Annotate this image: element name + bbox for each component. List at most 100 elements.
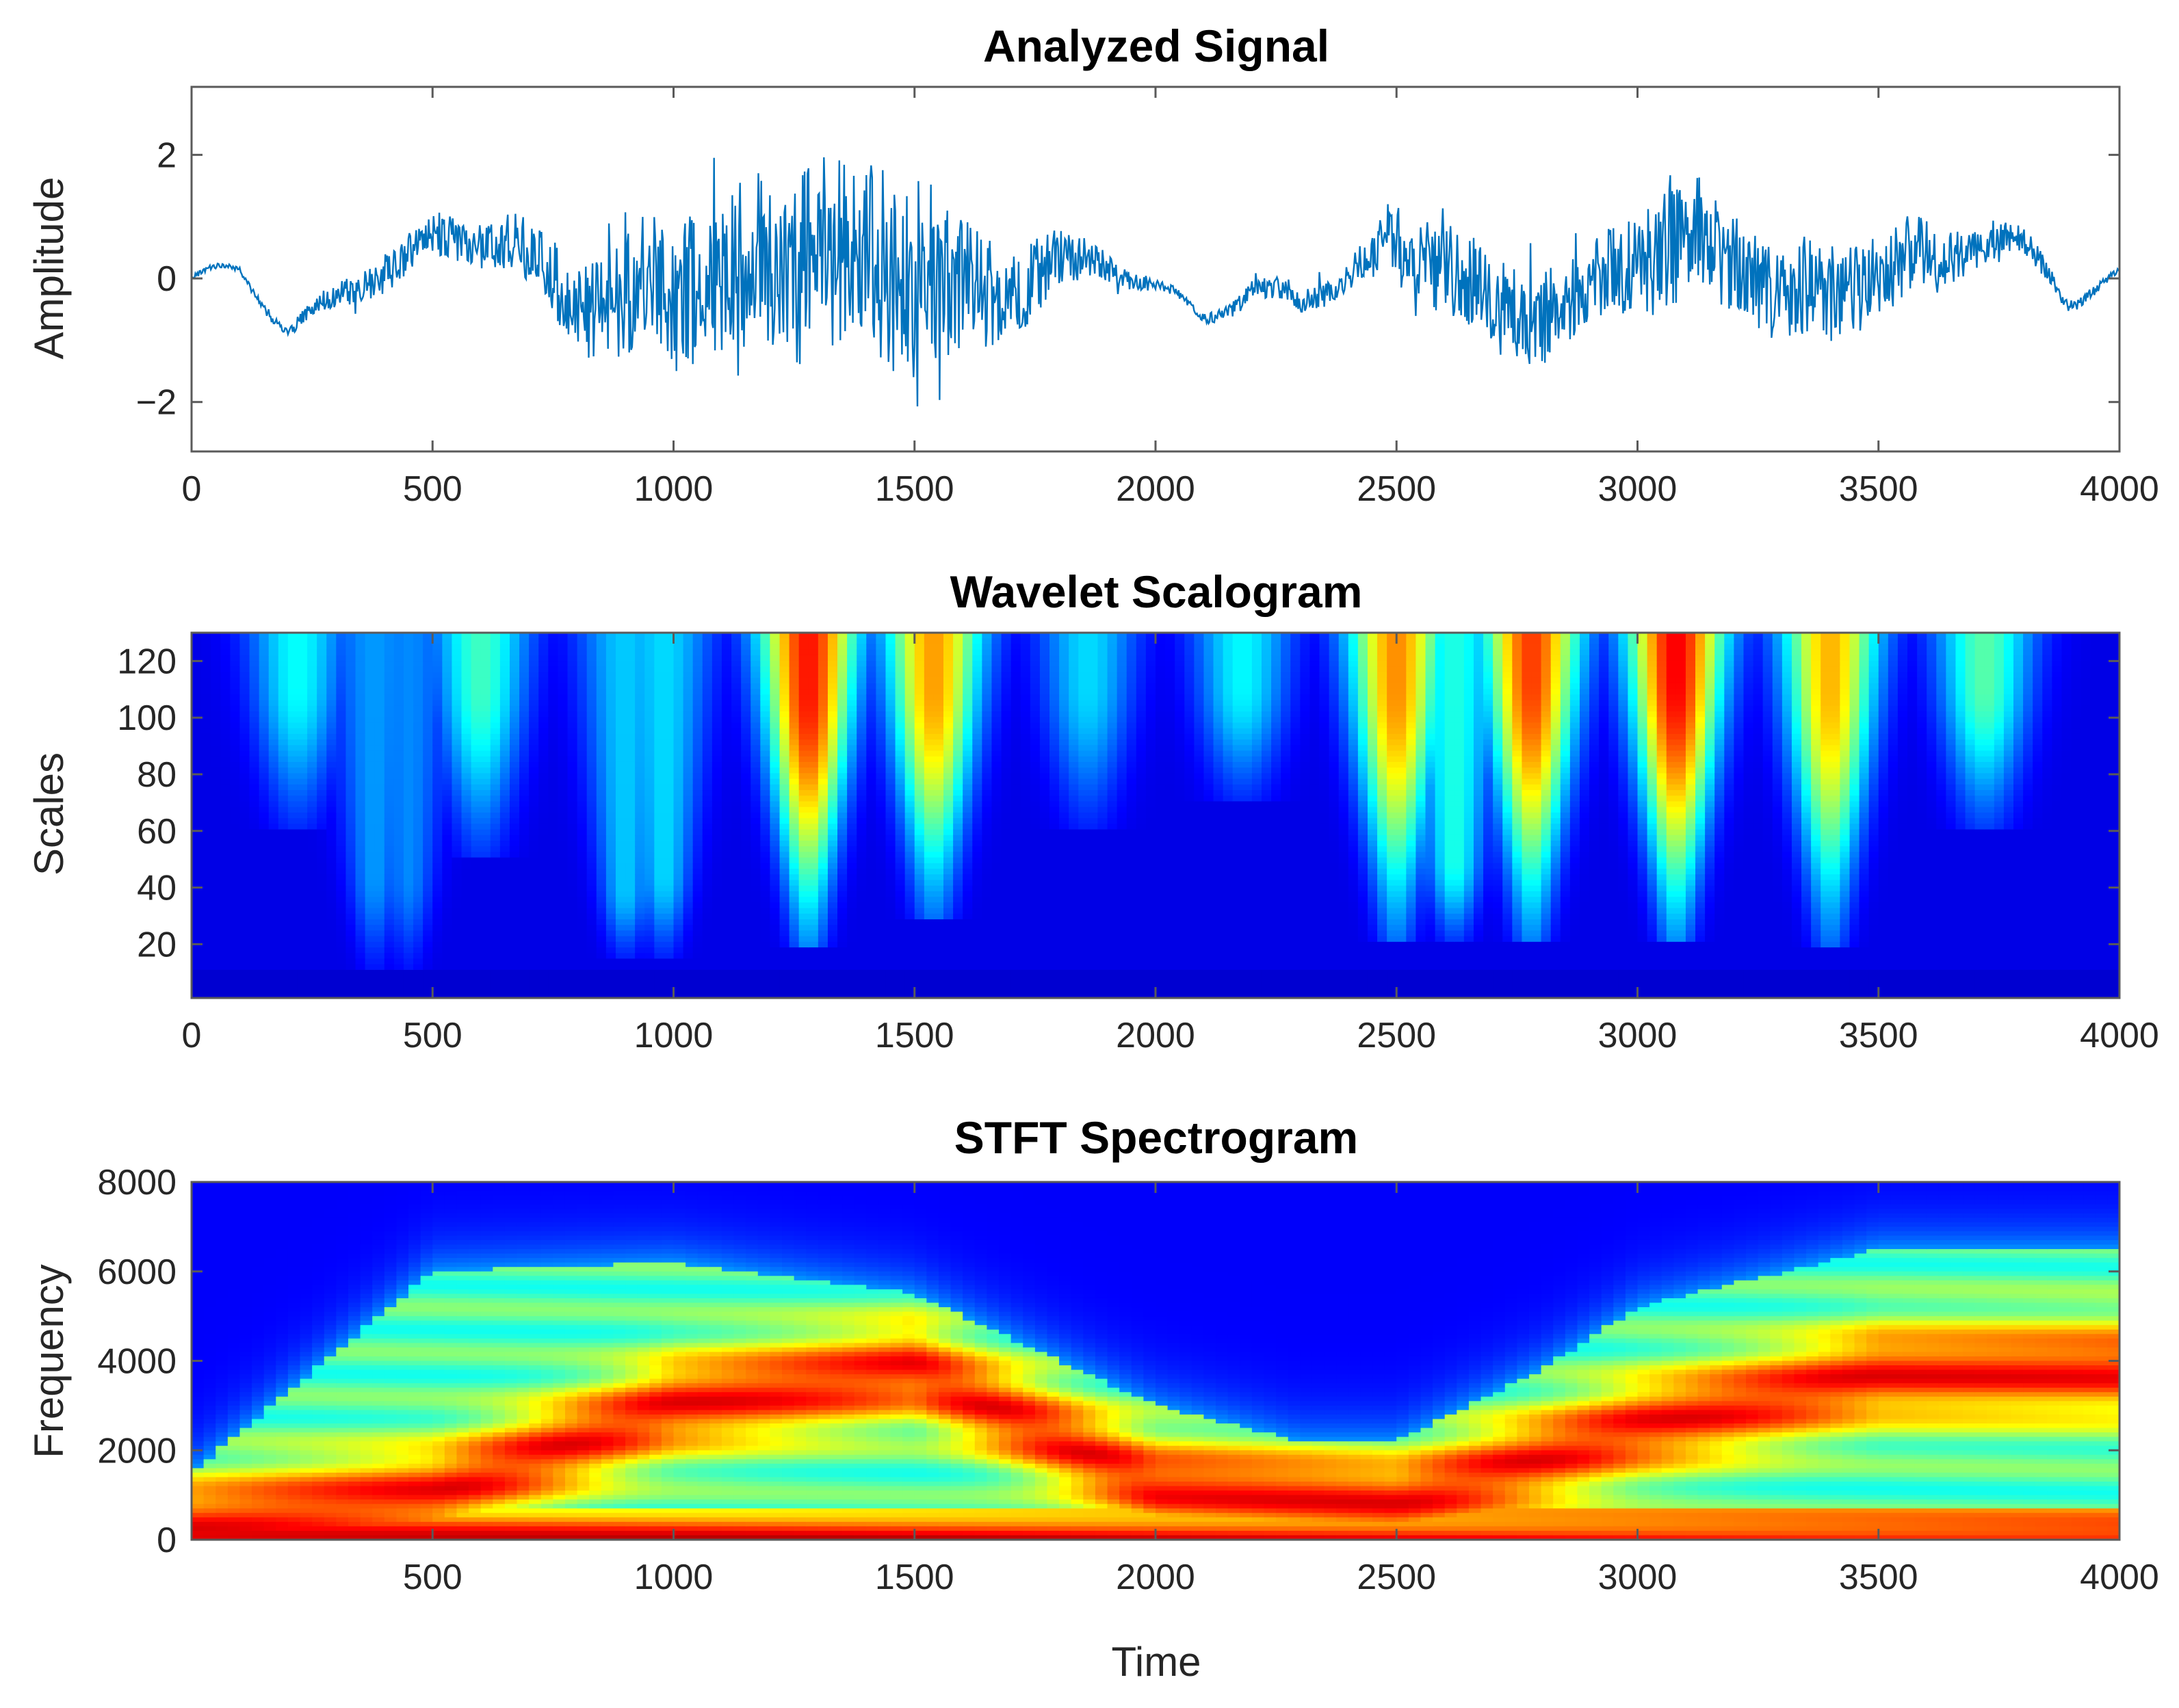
heatmap-cell [268,655,279,661]
heatmap-cell [317,683,327,689]
heatmap-cell [490,739,501,746]
heatmap-cell [423,897,433,903]
heatmap-cell [751,930,761,937]
heatmap-cell [287,975,298,982]
heatmap-cell [741,869,751,875]
heatmap-cell [509,728,520,735]
heatmap-cell [529,885,539,892]
heatmap-cell [741,705,751,712]
heatmap-cell [586,767,597,774]
heatmap-cell [731,733,742,740]
heatmap-cell [287,694,298,701]
heatmap-cell [268,992,279,999]
heatmap-cell [789,919,800,925]
heatmap-cell [297,672,308,679]
heatmap-cell [336,733,347,740]
heatmap-cell [548,964,559,971]
heatmap-cell [605,863,616,869]
heatmap-cell [827,969,838,976]
heatmap-cell [808,790,819,796]
heatmap-cell [721,902,732,909]
heatmap-cell [779,655,790,661]
heatmap-cell [751,852,761,858]
heatmap-cell [259,773,270,780]
heatmap-cell [692,638,703,645]
heatmap-cell [278,925,289,932]
heatmap-cell [625,953,636,960]
heatmap-cell [548,958,559,965]
heatmap-cell [885,897,896,903]
heatmap-cell [818,812,828,819]
heatmap-cell [480,672,491,679]
heatmap-cell [644,812,655,819]
heatmap-cell [499,739,510,746]
heatmap-cell [374,857,385,864]
heatmap-cell [789,897,800,903]
heatmap-cell [239,733,250,740]
heatmap-cell [654,969,665,976]
heatmap-cell [741,745,751,752]
heatmap-cell [201,869,211,875]
heatmap-cell [770,750,781,757]
heatmap-cell [452,683,462,689]
heatmap-cell [567,908,578,915]
heatmap-cell [268,700,279,707]
heatmap-cell [751,784,761,791]
heatmap-cell [914,936,925,943]
heatmap-cell [499,824,510,830]
heatmap-cell [336,824,347,830]
heatmap-cell [278,964,289,971]
heatmap-cell [423,790,433,796]
heatmap-cell [519,784,530,791]
heatmap-cell [866,964,876,971]
heatmap-cell [654,880,665,886]
heatmap-cell [586,964,597,971]
heatmap-cell [509,806,520,813]
heatmap-cell [509,661,520,667]
heatmap-cell [779,761,790,768]
heatmap-cell [548,694,559,701]
heatmap-cell [471,908,482,915]
heatmap-cell [432,969,443,976]
heatmap-cell [615,801,626,808]
heatmap-cell [605,761,616,768]
heatmap-cell [423,930,433,937]
heatmap-cell [866,852,876,858]
heatmap-cell [211,677,221,684]
heatmap-cell [548,981,559,988]
heatmap-cell [423,644,433,651]
heatmap-cell [471,925,482,932]
heatmap-cell [355,947,366,954]
heatmap-cell [211,846,221,852]
heatmap-cell [201,818,211,824]
heatmap-cell [770,739,781,746]
heatmap-cell [798,705,809,712]
heatmap-cell [490,891,501,897]
heatmap-cell [403,750,414,757]
heatmap-cell [808,958,819,965]
heatmap-cell [818,694,828,701]
heatmap-cell [751,773,761,780]
heatmap-cell [259,986,270,993]
heatmap-cell [317,806,327,813]
heatmap-cell [751,874,761,881]
heatmap-cell [480,806,491,813]
heatmap-cell [558,773,569,780]
heatmap-cell [857,958,867,965]
heatmap-cell [558,694,569,701]
heatmap-cell [789,806,800,813]
heatmap-cell [586,824,597,830]
heatmap-cell [712,824,722,830]
heatmap-cell [712,790,722,796]
heatmap-cell [538,767,549,774]
heatmap-cell [268,801,279,808]
heatmap-cell [644,722,655,729]
heatmap-cell [499,694,510,701]
heatmap-cell [384,705,395,712]
heatmap-cell [452,655,462,661]
heatmap-cell [413,975,423,982]
heatmap-cell [211,812,221,819]
heatmap-cell [393,992,404,999]
heatmap-cell [201,694,211,701]
heatmap-cell [808,649,819,656]
